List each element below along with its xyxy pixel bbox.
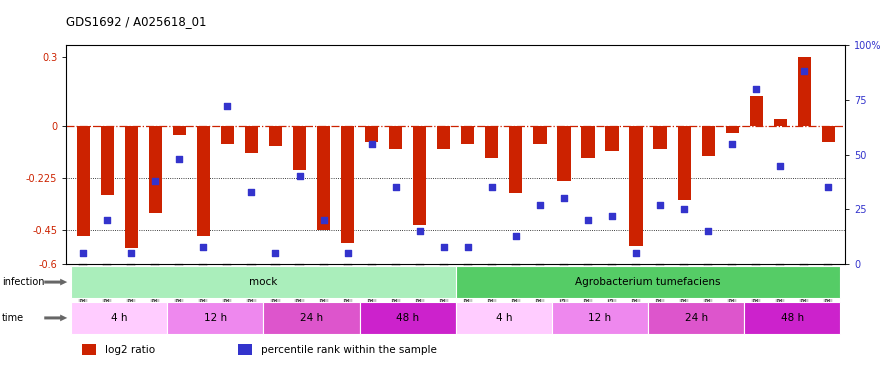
Bar bbox=[173, 126, 186, 135]
Bar bbox=[653, 126, 666, 149]
Bar bbox=[77, 126, 89, 237]
Bar bbox=[365, 126, 378, 142]
Point bbox=[509, 232, 523, 238]
Bar bbox=[797, 57, 811, 126]
Text: 24 h: 24 h bbox=[685, 313, 708, 323]
Text: GDS1692 / A025618_01: GDS1692 / A025618_01 bbox=[66, 15, 207, 28]
Point bbox=[124, 250, 138, 256]
Bar bbox=[552, 302, 648, 334]
Point bbox=[100, 217, 114, 223]
Text: Agrobacterium tumefaciens: Agrobacterium tumefaciens bbox=[575, 277, 720, 287]
Bar bbox=[558, 126, 571, 181]
Text: 12 h: 12 h bbox=[204, 313, 227, 323]
Bar bbox=[456, 266, 841, 298]
Point bbox=[341, 250, 355, 256]
Bar bbox=[581, 126, 595, 158]
Point bbox=[797, 68, 812, 74]
Bar bbox=[750, 96, 763, 126]
Point bbox=[436, 244, 450, 250]
Text: 4 h: 4 h bbox=[111, 313, 127, 323]
Bar bbox=[125, 126, 138, 248]
Point bbox=[557, 195, 571, 201]
Point bbox=[196, 244, 211, 250]
Bar bbox=[269, 126, 282, 147]
Bar bbox=[822, 126, 835, 142]
Point bbox=[701, 228, 715, 234]
Point bbox=[725, 141, 739, 147]
Point bbox=[268, 250, 282, 256]
Bar bbox=[359, 302, 456, 334]
Point bbox=[76, 250, 90, 256]
Point bbox=[412, 228, 427, 234]
Text: percentile rank within the sample: percentile rank within the sample bbox=[261, 345, 437, 355]
Bar bbox=[605, 126, 619, 151]
Bar bbox=[629, 126, 643, 246]
Text: 48 h: 48 h bbox=[396, 313, 419, 323]
Bar bbox=[534, 126, 547, 144]
Point bbox=[773, 162, 788, 168]
Point bbox=[821, 184, 835, 190]
Bar bbox=[648, 302, 744, 334]
Text: infection: infection bbox=[2, 277, 44, 287]
Bar bbox=[238, 344, 251, 355]
Bar bbox=[221, 126, 234, 144]
Text: 48 h: 48 h bbox=[781, 313, 804, 323]
Point bbox=[533, 202, 547, 208]
Bar bbox=[293, 126, 306, 170]
Bar bbox=[456, 302, 552, 334]
Text: 4 h: 4 h bbox=[496, 313, 512, 323]
Bar bbox=[461, 126, 474, 144]
Bar bbox=[101, 126, 114, 195]
Bar bbox=[196, 126, 210, 237]
Bar bbox=[82, 344, 96, 355]
Bar bbox=[245, 126, 258, 153]
Bar bbox=[167, 302, 264, 334]
Point bbox=[750, 86, 764, 92]
Point bbox=[148, 178, 162, 184]
Bar bbox=[678, 126, 690, 200]
Point bbox=[485, 184, 499, 190]
Text: 12 h: 12 h bbox=[589, 313, 612, 323]
Point bbox=[173, 156, 187, 162]
Point bbox=[220, 104, 235, 110]
Point bbox=[365, 141, 379, 147]
Text: mock: mock bbox=[250, 277, 278, 287]
Point bbox=[677, 206, 691, 212]
Bar bbox=[509, 126, 522, 193]
Point bbox=[605, 213, 620, 219]
Bar bbox=[437, 126, 450, 149]
Text: log2 ratio: log2 ratio bbox=[105, 345, 156, 355]
Point bbox=[461, 244, 475, 250]
Bar bbox=[702, 126, 715, 156]
Point bbox=[581, 217, 595, 223]
Point bbox=[292, 174, 306, 180]
Bar bbox=[726, 126, 739, 133]
Bar bbox=[317, 126, 330, 230]
Point bbox=[629, 250, 643, 256]
Bar bbox=[485, 126, 498, 158]
Bar bbox=[413, 126, 427, 225]
Bar bbox=[341, 126, 354, 243]
Bar bbox=[149, 126, 162, 213]
Bar bbox=[264, 302, 359, 334]
Point bbox=[244, 189, 258, 195]
Bar bbox=[389, 126, 403, 149]
Point bbox=[317, 217, 331, 223]
Text: time: time bbox=[2, 313, 24, 323]
Bar bbox=[71, 266, 456, 298]
Point bbox=[653, 202, 667, 208]
Bar bbox=[773, 119, 787, 126]
Text: 24 h: 24 h bbox=[300, 313, 323, 323]
Point bbox=[389, 184, 403, 190]
Bar bbox=[71, 302, 167, 334]
Bar bbox=[744, 302, 841, 334]
